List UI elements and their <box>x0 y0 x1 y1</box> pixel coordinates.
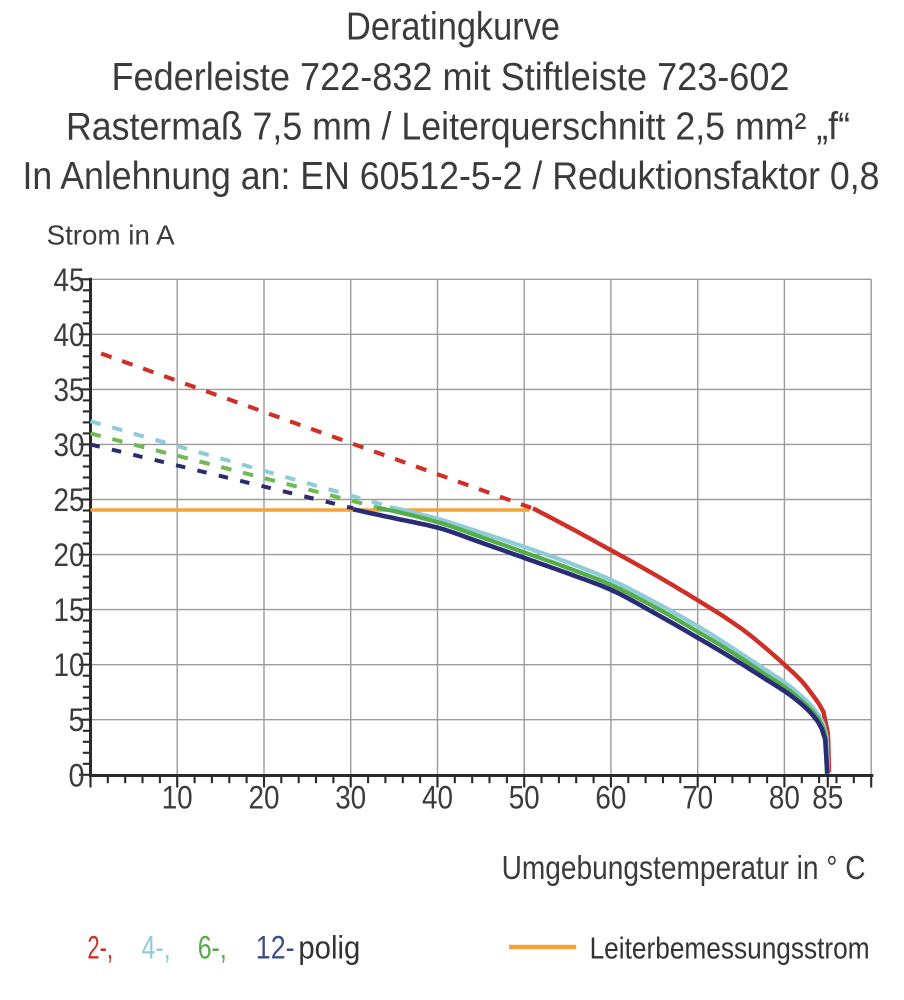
svg-text:40: 40 <box>54 317 85 353</box>
svg-text:40: 40 <box>422 780 453 816</box>
svg-text:0: 0 <box>69 757 85 793</box>
svg-text:10: 10 <box>162 780 193 816</box>
svg-text:35: 35 <box>54 372 85 408</box>
svg-text:4-,: 4-, <box>142 930 171 966</box>
svg-text:Federleiste 722-832 mit Stiftl: Federleiste 722-832 mit Stiftleiste 723-… <box>112 56 790 99</box>
svg-text:20: 20 <box>249 780 280 816</box>
svg-text:85: 85 <box>812 780 843 816</box>
svg-text:6-,: 6-, <box>198 930 227 966</box>
svg-text:60: 60 <box>595 780 626 816</box>
svg-text:20: 20 <box>54 537 85 573</box>
svg-text:12-: 12- <box>256 930 295 966</box>
svg-text:Rastermaß 7,5 mm / Leiterquers: Rastermaß 7,5 mm / Leiterquerschnitt 2,5… <box>66 106 850 149</box>
svg-text:2-,: 2-, <box>87 930 113 966</box>
svg-text:45: 45 <box>54 262 85 298</box>
svg-text:25: 25 <box>54 482 85 518</box>
svg-text:10: 10 <box>54 647 85 683</box>
svg-text:Leiterbemessungsstrom: Leiterbemessungsstrom <box>590 932 870 966</box>
svg-text:Umgebungstemperatur in ° C: Umgebungstemperatur in ° C <box>502 849 866 886</box>
svg-text:Strom in A: Strom in A <box>47 220 175 251</box>
svg-text:Deratingkurve: Deratingkurve <box>346 6 560 49</box>
svg-text:In Anlehnung an: EN 60512-5-2: In Anlehnung an: EN 60512-5-2 / Reduktio… <box>23 155 880 198</box>
svg-text:70: 70 <box>682 780 713 816</box>
svg-text:30: 30 <box>335 780 366 816</box>
svg-text:50: 50 <box>509 780 540 816</box>
svg-text:80: 80 <box>769 780 800 816</box>
svg-text:30: 30 <box>54 427 85 463</box>
svg-text:5: 5 <box>69 702 85 738</box>
svg-text:15: 15 <box>54 592 85 628</box>
svg-text:polig: polig <box>298 930 360 966</box>
